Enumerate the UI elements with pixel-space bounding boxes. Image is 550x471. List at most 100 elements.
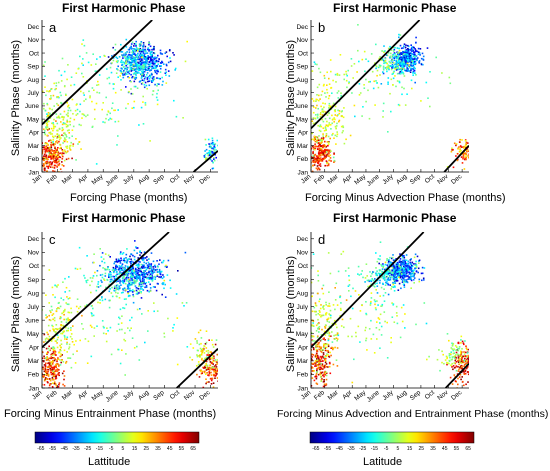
data-point (219, 351, 221, 353)
data-point (209, 146, 212, 149)
data-point (220, 359, 222, 361)
data-point (72, 143, 75, 145)
data-point (149, 287, 152, 289)
data-point (308, 367, 310, 369)
data-point (119, 253, 122, 255)
data-point (376, 74, 378, 77)
data-point (54, 358, 56, 360)
data-point (406, 69, 409, 71)
data-point (120, 79, 122, 81)
data-point (408, 266, 411, 269)
data-point (151, 51, 153, 53)
data-point (422, 59, 425, 61)
data-point (42, 309, 43, 311)
data-point (136, 293, 139, 295)
data-point (147, 75, 150, 78)
data-point (123, 273, 126, 275)
data-point (139, 277, 142, 280)
data-point (140, 41, 143, 43)
x-tick-label: July (122, 389, 136, 402)
data-point (152, 277, 154, 279)
data-point (396, 72, 399, 75)
data-point (52, 94, 55, 97)
data-point (389, 65, 392, 67)
data-point (305, 85, 307, 87)
data-point (61, 332, 64, 335)
data-point (132, 301, 135, 304)
data-point (112, 59, 115, 62)
data-point (202, 386, 205, 388)
data-point (327, 317, 330, 320)
data-point (138, 50, 141, 53)
data-point (323, 356, 326, 358)
data-point (37, 340, 39, 342)
data-point (83, 44, 86, 47)
data-point (403, 43, 406, 45)
data-point (141, 313, 143, 315)
data-point (158, 263, 160, 265)
data-point (135, 45, 137, 47)
data-point (205, 369, 208, 371)
data-point (141, 285, 144, 288)
data-point (131, 273, 134, 275)
data-point (392, 276, 395, 279)
data-point (55, 370, 57, 372)
data-point (214, 367, 217, 369)
data-point (110, 272, 112, 274)
data-point (323, 110, 325, 113)
data-point (389, 261, 392, 263)
data-point (93, 327, 96, 329)
data-point (117, 292, 119, 294)
data-point (103, 279, 106, 281)
data-point (131, 76, 133, 79)
data-point (399, 260, 401, 262)
data-point (330, 354, 332, 357)
data-point (209, 152, 212, 154)
data-point (407, 278, 410, 280)
data-point (157, 63, 159, 65)
data-point (212, 161, 214, 164)
data-point (72, 113, 74, 115)
data-point (214, 370, 217, 373)
data-point (140, 252, 143, 254)
data-point (312, 164, 314, 167)
data-point (66, 78, 68, 81)
data-point (137, 56, 140, 58)
data-point (318, 328, 320, 330)
data-point (51, 108, 53, 111)
data-point (121, 315, 123, 317)
data-point (408, 66, 411, 69)
data-point (78, 307, 80, 310)
data-point (45, 347, 48, 350)
data-point (317, 345, 320, 347)
data-point (156, 72, 158, 75)
data-point (427, 97, 429, 99)
data-point (181, 302, 184, 304)
data-point (55, 159, 57, 161)
data-point (131, 58, 134, 61)
data-point (42, 156, 45, 159)
data-point (372, 279, 375, 282)
data-point (399, 44, 402, 47)
y-tick-label: Feb (28, 372, 40, 379)
data-point (163, 287, 165, 290)
data-point (146, 76, 149, 79)
data-point (315, 377, 318, 380)
data-point (216, 359, 218, 361)
data-point (393, 266, 395, 269)
data-point (380, 263, 382, 266)
point-cluster-2 (42, 120, 75, 172)
data-point (121, 328, 123, 331)
data-point (64, 338, 66, 340)
data-point (90, 291, 92, 294)
data-point (402, 275, 405, 277)
data-point (119, 265, 122, 268)
data-point (340, 125, 343, 128)
data-point (54, 147, 56, 150)
data-point (97, 283, 99, 285)
data-point (389, 56, 391, 59)
data-point (120, 59, 123, 62)
data-point (122, 282, 125, 285)
data-point (70, 76, 73, 78)
data-point (96, 84, 98, 86)
